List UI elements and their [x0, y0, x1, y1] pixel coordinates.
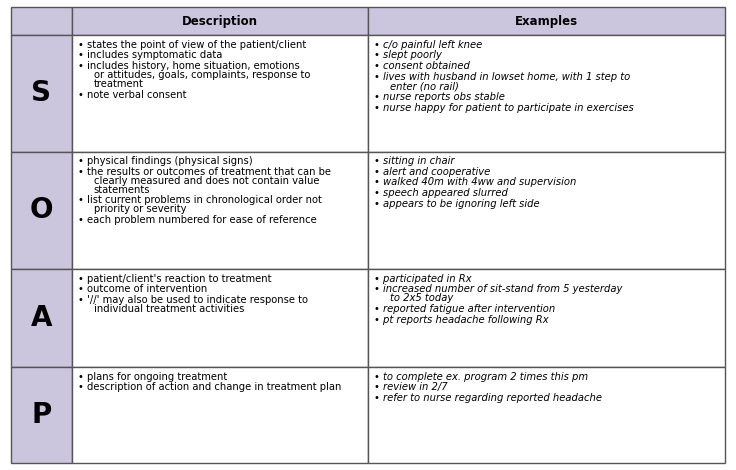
Text: A: A — [31, 304, 52, 332]
Text: Examples: Examples — [515, 15, 578, 28]
Text: • plans for ongoing treatment: • plans for ongoing treatment — [77, 371, 227, 382]
Text: or attitudes, goals, complaints, response to: or attitudes, goals, complaints, respons… — [93, 70, 310, 80]
Bar — [11, 269, 71, 367]
Text: • refer to nurse regarding reported headache: • refer to nurse regarding reported head… — [374, 393, 602, 403]
Bar — [11, 367, 71, 463]
Text: • reported fatigue after intervention: • reported fatigue after intervention — [374, 304, 555, 314]
Text: • nurse reports obs stable: • nurse reports obs stable — [374, 92, 505, 102]
Text: • list current problems in chronological order not: • list current problems in chronological… — [77, 196, 322, 205]
Text: • pt reports headache following Rx: • pt reports headache following Rx — [374, 315, 548, 325]
Text: • each problem numbered for ease of reference: • each problem numbered for ease of refe… — [77, 215, 316, 225]
Bar — [368, 7, 725, 35]
Text: • the results or outcomes of treatment that can be: • the results or outcomes of treatment t… — [77, 167, 330, 177]
Text: • increased number of sit-stand from 5 yesterday: • increased number of sit-stand from 5 y… — [374, 284, 622, 294]
Bar — [11, 151, 71, 269]
Text: • includes history, home situation, emotions: • includes history, home situation, emot… — [77, 61, 300, 71]
Text: priority or severity: priority or severity — [93, 204, 186, 214]
Bar — [368, 151, 725, 269]
Bar — [71, 35, 368, 151]
Text: P: P — [31, 401, 52, 429]
Text: O: O — [29, 196, 53, 224]
Text: • appears to be ignoring left side: • appears to be ignoring left side — [374, 199, 539, 209]
Text: • outcome of intervention: • outcome of intervention — [77, 284, 207, 294]
Text: • nurse happy for patient to participate in exercises: • nurse happy for patient to participate… — [374, 102, 634, 113]
Text: • slept poorly: • slept poorly — [374, 50, 442, 61]
Text: • participated in Rx: • participated in Rx — [374, 274, 472, 283]
Text: • walked 40m with 4ww and supervision: • walked 40m with 4ww and supervision — [374, 178, 576, 188]
Text: enter (no rail): enter (no rail) — [390, 81, 459, 91]
Text: • states the point of view of the patient/client: • states the point of view of the patien… — [77, 39, 306, 50]
Bar — [11, 7, 71, 35]
Text: • c/o painful left knee: • c/o painful left knee — [374, 39, 482, 50]
Bar — [368, 269, 725, 367]
Text: • speech appeared slurred: • speech appeared slurred — [374, 188, 508, 198]
Text: individual treatment activities: individual treatment activities — [93, 304, 244, 314]
Text: • '//' may also be used to indicate response to: • '//' may also be used to indicate resp… — [77, 295, 308, 305]
Bar — [71, 367, 368, 463]
Text: to 2x5 today: to 2x5 today — [390, 293, 453, 303]
Bar — [71, 7, 368, 35]
Text: • consent obtained: • consent obtained — [374, 61, 470, 71]
Text: • patient/client's reaction to treatment: • patient/client's reaction to treatment — [77, 274, 271, 283]
Text: • sitting in chair: • sitting in chair — [374, 156, 454, 166]
Text: S: S — [32, 79, 52, 108]
Bar — [368, 367, 725, 463]
Text: Description: Description — [182, 15, 258, 28]
Bar — [71, 269, 368, 367]
Text: • includes symptomatic data: • includes symptomatic data — [77, 50, 222, 61]
Text: • review in 2/7: • review in 2/7 — [374, 382, 447, 392]
Text: • lives with husband in lowset home, with 1 step to: • lives with husband in lowset home, wit… — [374, 72, 630, 82]
Bar — [11, 35, 71, 151]
Text: clearly measured and does not contain value: clearly measured and does not contain va… — [93, 176, 319, 186]
Text: • description of action and change in treatment plan: • description of action and change in tr… — [77, 382, 341, 392]
Text: statements: statements — [93, 185, 150, 195]
Text: treatment: treatment — [93, 79, 144, 89]
Bar — [71, 151, 368, 269]
Text: • to complete ex. program 2 times this pm: • to complete ex. program 2 times this p… — [374, 371, 588, 382]
Text: • alert and cooperative: • alert and cooperative — [374, 167, 490, 177]
Text: • physical findings (physical signs): • physical findings (physical signs) — [77, 156, 252, 166]
Text: • note verbal consent: • note verbal consent — [77, 90, 186, 100]
Bar — [368, 35, 725, 151]
